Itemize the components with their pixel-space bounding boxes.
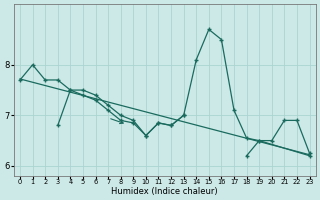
X-axis label: Humidex (Indice chaleur): Humidex (Indice chaleur) [111,187,218,196]
